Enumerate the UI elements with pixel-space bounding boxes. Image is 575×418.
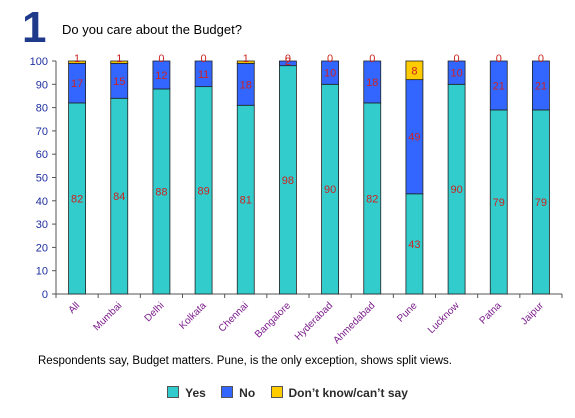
data-label: 79	[493, 197, 505, 209]
x-tick-label: Bangalore	[253, 300, 293, 340]
y-tick-label: 50	[36, 173, 48, 185]
legend-label-dont-know: Don’t know/can’t say	[288, 386, 408, 400]
x-tick-label: Chennai	[217, 300, 251, 334]
bar-segment	[363, 60, 382, 104]
legend-swatch-dont-know	[270, 386, 283, 398]
data-label: 8	[411, 65, 417, 77]
question-number: 1	[22, 3, 47, 52]
data-label: 12	[155, 70, 167, 82]
y-tick-label: 40	[36, 196, 48, 208]
data-label: 82	[71, 193, 83, 205]
x-tick-label: Patna	[478, 300, 505, 327]
bar-segment	[236, 60, 255, 64]
y-tick-label: 0	[42, 289, 48, 301]
legend-label-no: No	[239, 386, 256, 400]
data-label: 0	[285, 53, 291, 65]
bar-segment	[321, 60, 339, 85]
legend-swatch-no	[221, 386, 234, 398]
data-label: 0	[454, 53, 460, 65]
x-tick-label: Kolkata	[177, 300, 209, 332]
bar-segment	[152, 60, 171, 90]
y-tick-label: 10	[36, 266, 48, 278]
legend-item-dont-know: Don’t know/can’t say	[270, 386, 408, 400]
bar-segment	[68, 60, 86, 64]
data-label: 17	[71, 78, 83, 90]
y-tick-label: 70	[36, 126, 48, 138]
x-tick-label: Ahmedabad	[331, 300, 377, 346]
chart-title: Do you care about the Budget?	[62, 22, 242, 37]
chart-caption: Respondents say, Budget matters. Pune, i…	[38, 355, 452, 367]
data-label: 81	[240, 195, 252, 207]
legend-swatch-yes	[167, 386, 180, 398]
data-label: 18	[366, 77, 378, 89]
bar-segment	[405, 60, 424, 81]
data-label: 0	[201, 53, 207, 65]
data-label: 89	[197, 185, 209, 197]
data-label: 84	[113, 191, 125, 203]
legend-item-no: No	[221, 386, 255, 400]
data-label: 2	[285, 56, 291, 68]
data-label: 90	[324, 184, 336, 196]
y-tick-label: 90	[36, 79, 48, 91]
bar-segment	[279, 60, 297, 67]
data-label: 0	[327, 53, 333, 65]
x-tick-label: Pune	[395, 300, 420, 325]
data-label: 11	[198, 69, 209, 81]
data-label: 21	[493, 80, 505, 92]
y-tick-label: 30	[36, 219, 48, 231]
chart-legend: Yes No Don’t know/can’t say	[0, 386, 575, 400]
data-label: 88	[155, 186, 167, 198]
bar-segment	[447, 60, 466, 85]
y-tick-label: 60	[36, 149, 48, 161]
y-tick-label: 80	[36, 103, 48, 115]
x-tick-label: Delhi	[143, 300, 167, 324]
legend-item-yes: Yes	[167, 386, 206, 400]
data-label: 98	[282, 175, 294, 187]
x-tick-label: Jaipur	[519, 300, 547, 328]
y-tick-label: 100	[30, 56, 48, 68]
bar-segment	[194, 60, 213, 88]
data-label: 1	[243, 53, 249, 65]
data-label: 1	[74, 53, 80, 65]
legend-label-yes: Yes	[185, 386, 206, 400]
data-label: 10	[450, 68, 462, 80]
x-tick-label: All	[67, 300, 83, 316]
x-tick-label: Mumbai	[91, 300, 124, 333]
data-label: 0	[496, 53, 502, 65]
bar-segment	[532, 60, 550, 111]
data-label: 0	[158, 53, 164, 65]
bar-segment	[489, 60, 508, 111]
data-label: 1	[116, 53, 122, 65]
x-tick-label: Hyderabad	[293, 300, 335, 342]
bar-segment	[110, 60, 129, 64]
data-label: 82	[366, 193, 378, 205]
data-label: 0	[369, 53, 375, 65]
data-label: 43	[408, 239, 420, 251]
data-label: 90	[450, 184, 462, 196]
data-label: 49	[408, 132, 420, 144]
data-label: 0	[538, 53, 544, 65]
data-label: 10	[324, 68, 336, 80]
data-label: 18	[240, 79, 252, 91]
x-tick-label: Lucknow	[426, 300, 462, 336]
stacked-bar-chart: 010203040506070809010082171All84151Mumba…	[30, 53, 563, 346]
data-label: 21	[535, 80, 547, 92]
y-tick-label: 20	[36, 242, 48, 254]
data-label: 15	[113, 76, 125, 88]
data-label: 79	[535, 197, 547, 209]
